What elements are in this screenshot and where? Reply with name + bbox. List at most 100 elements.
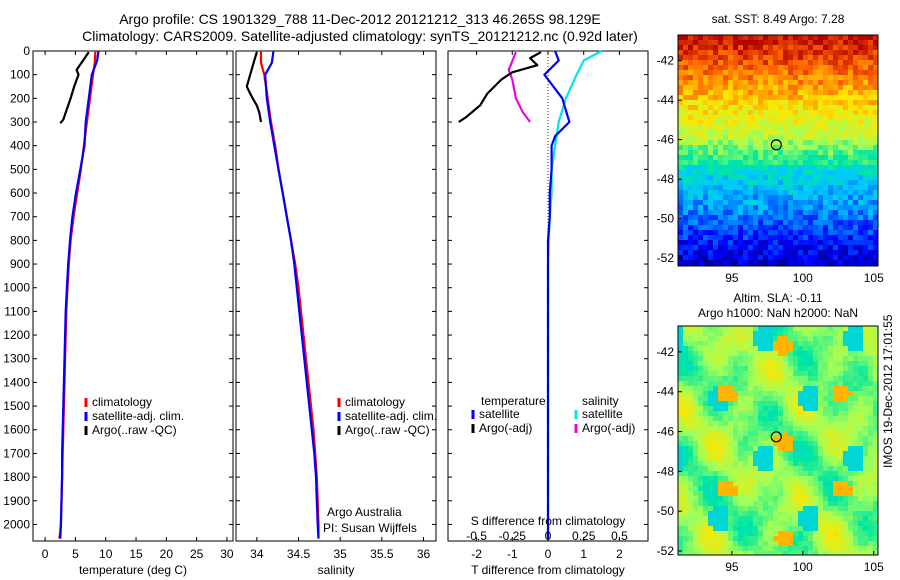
- heatmap-cell: [793, 331, 799, 337]
- heatmap-cell: [818, 95, 824, 101]
- heatmap-cell: [783, 185, 789, 191]
- heatmap-cell: [783, 245, 789, 251]
- heatmap-cell: [858, 85, 864, 91]
- heatmap-cell: [843, 115, 849, 121]
- heatmap-cell: [848, 451, 854, 457]
- heatmap-cell: [823, 70, 829, 76]
- heatmap-cell: [843, 326, 849, 332]
- heatmap-cell: [768, 230, 774, 236]
- heatmap-cell: [778, 551, 784, 555]
- heatmap-cell: [853, 531, 859, 537]
- heatmap-cell: [843, 526, 849, 532]
- heatmap-cell: [783, 501, 789, 507]
- heatmap-cell: [758, 185, 764, 191]
- heatmap-cell: [798, 250, 804, 256]
- heatmap-cell: [738, 481, 744, 487]
- heatmap-cell: [838, 100, 844, 106]
- heatmap-cell: [808, 40, 814, 46]
- heatmap-cell: [798, 95, 804, 101]
- heatmap-cell: [873, 60, 878, 66]
- heatmap-cell: [843, 426, 849, 432]
- heatmap-cell: [863, 476, 869, 482]
- heatmap-cell: [723, 536, 729, 542]
- heatmap-cell: [873, 521, 878, 527]
- heatmap-cell: [818, 130, 824, 136]
- heatmap-cell: [748, 361, 754, 367]
- heatmap-cell: [748, 546, 754, 552]
- heatmap-cell: [743, 446, 749, 452]
- heatmap-cell: [828, 516, 834, 522]
- heatmap-cell: [758, 456, 764, 462]
- heatmap-cell: [718, 526, 724, 532]
- heatmap-cell: [738, 155, 744, 161]
- heatmap-cell: [843, 120, 849, 126]
- heatmap-cell: [873, 486, 878, 492]
- heatmap-cell: [718, 426, 724, 432]
- heatmap-cell: [793, 240, 799, 246]
- heatmap-cell: [863, 130, 869, 136]
- heatmap-cell: [838, 456, 844, 462]
- heatmap-cell: [703, 90, 709, 96]
- heatmap-cell: [743, 521, 749, 527]
- heatmap-cell: [858, 130, 864, 136]
- heatmap-cell: [753, 476, 759, 482]
- heatmap-cell: [868, 240, 874, 246]
- heatmap-cell: [748, 346, 754, 352]
- heatmap-cell: [798, 541, 804, 547]
- heatmap-cell: [843, 170, 849, 176]
- heatmap-cell: [803, 170, 809, 176]
- heatmap-cell: [818, 381, 824, 387]
- heatmap-cell: [798, 225, 804, 231]
- heatmap-cell: [698, 120, 704, 126]
- heatmap-cell: [758, 486, 764, 492]
- heatmap-cell: [868, 185, 874, 191]
- heatmap-cell: [873, 336, 878, 342]
- heatmap-cell: [873, 526, 878, 532]
- heatmap-cell: [713, 65, 719, 71]
- heatmap-cell: [863, 230, 869, 236]
- heatmap-cell: [853, 501, 859, 507]
- heatmap-cell: [818, 521, 824, 527]
- heatmap-cell: [713, 140, 719, 146]
- heatmap-cell: [783, 371, 789, 377]
- heatmap-cell: [838, 431, 844, 437]
- heatmap-cell: [833, 466, 839, 472]
- heatmap-cell: [808, 406, 814, 412]
- heatmap-cell: [783, 195, 789, 201]
- heatmap-cell: [723, 486, 729, 492]
- heatmap-cell: [823, 230, 829, 236]
- heatmap-cell: [818, 511, 824, 517]
- heatmap-cell: [758, 95, 764, 101]
- heatmap-cell: [698, 391, 704, 397]
- heatmap-cell: [738, 110, 744, 116]
- heatmap-cell: [753, 486, 759, 492]
- heatmap-cell: [798, 446, 804, 452]
- heatmap-cell: [873, 90, 878, 96]
- heatmap-cell: [793, 336, 799, 342]
- heatmap-cell: [703, 255, 709, 261]
- heatmap-cell: [848, 205, 854, 211]
- heatmap-cell: [693, 416, 699, 422]
- heatmap-cell: [808, 481, 814, 487]
- heatmap-cell: [848, 501, 854, 507]
- heatmap-cell: [733, 80, 739, 86]
- heatmap-cell: [828, 536, 834, 542]
- heatmap-cell: [843, 351, 849, 357]
- heatmap-cell: [738, 105, 744, 111]
- heatmap-cell: [833, 225, 839, 231]
- heatmap-cell: [783, 361, 789, 367]
- heatmap-cell: [793, 135, 799, 141]
- heatmap-cell: [703, 471, 709, 477]
- heatmap-cell: [763, 476, 769, 482]
- heatmap-cell: [683, 331, 689, 337]
- y-tick-label-1400: 1400: [3, 375, 30, 389]
- heatmap-cell: [693, 386, 699, 392]
- heatmap-cell: [708, 426, 714, 432]
- heatmap-cell: [763, 180, 769, 186]
- heatmap-cell: [763, 501, 769, 507]
- heatmap-cell: [813, 195, 819, 201]
- heatmap-cell: [848, 150, 854, 156]
- heatmap-cell: [758, 331, 764, 337]
- heatmap-cell: [808, 120, 814, 126]
- heatmap-cell: [783, 70, 789, 76]
